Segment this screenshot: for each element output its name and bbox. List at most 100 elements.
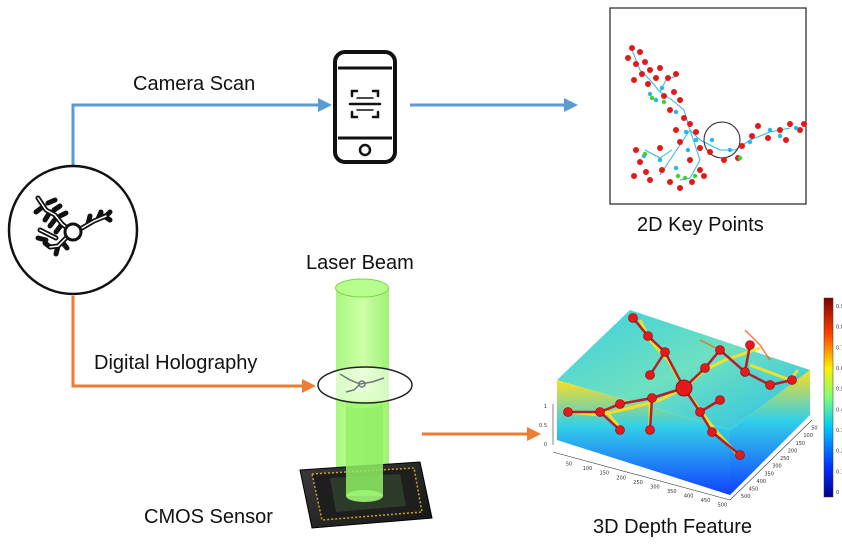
depth-node [700, 363, 710, 373]
keypoint-dot [777, 127, 783, 133]
x-tick-label: 500 [718, 503, 728, 509]
colorbar-tick-label: 0.1 [836, 469, 842, 475]
keypoint-dot [643, 169, 649, 175]
depth-node [745, 340, 755, 350]
x-tick-label: 350 [667, 489, 677, 495]
x-tick-label: 300 [650, 484, 660, 490]
keypoint-dot [661, 99, 667, 105]
depth-node [647, 393, 657, 403]
keypoint-dot [661, 93, 667, 99]
keypoint-dot [707, 149, 713, 155]
keypoint-dot [633, 61, 639, 67]
phone-scan-icon [333, 50, 397, 164]
keypoint-dot [687, 121, 693, 127]
keypoint-dot [633, 147, 639, 153]
keypoint-dot [631, 77, 637, 83]
depth-node [595, 407, 605, 417]
camera-scan-arrow [71, 98, 332, 165]
x-tick-label: 50 [566, 462, 572, 468]
keypoint-dot [693, 137, 699, 143]
keypoint-dot [685, 147, 691, 153]
y-tick-label: 450 [749, 487, 759, 493]
colorbar-tick-label: 0.5 [836, 387, 842, 393]
keypoint-dot [692, 173, 698, 179]
keypoint-dot [739, 143, 745, 149]
digital-holography-label: Digital Holography [94, 352, 258, 374]
keypoint-dot [709, 137, 715, 143]
keypoint-dot [797, 127, 803, 133]
sensor-to-depth-arrow [422, 427, 541, 441]
keypoint-dot [657, 157, 663, 163]
keypoint-dot [657, 145, 663, 151]
keypoint-dot [642, 151, 648, 157]
keypoint-dot [682, 175, 688, 181]
depth-node [615, 399, 625, 409]
keypoint-dot [642, 59, 648, 65]
keypoint-dot [677, 185, 683, 191]
keypoint-dot [721, 157, 727, 163]
keypoint-dot [783, 137, 789, 143]
keypoint-dot [687, 157, 693, 163]
keypoint-dot [737, 155, 743, 161]
depth-center-node [675, 379, 693, 397]
keypoint-dot [793, 125, 799, 131]
fractal-sample-icon [7, 164, 139, 296]
keypoint-dot [673, 165, 679, 171]
depth-node [615, 425, 625, 435]
colorbar-tick-label: 0.8 [836, 325, 842, 331]
keypoint-dot [787, 121, 793, 127]
keypoint-dot [637, 159, 643, 165]
y-tick-label: 200 [788, 448, 798, 454]
colorbar-tick-label: 0 [836, 490, 839, 496]
keypoint-dot [673, 109, 679, 115]
keypoint-dot [675, 173, 681, 179]
holography-arrow [71, 296, 316, 393]
keypoint-dot [625, 55, 631, 61]
keypoint-dot [629, 45, 635, 51]
depth-node [715, 345, 725, 355]
keypoint-dot [649, 95, 655, 101]
keypoint-dot [747, 139, 753, 145]
y-tick-label: 250 [780, 456, 790, 462]
keypoint-dot [697, 145, 703, 151]
depth-node [645, 425, 655, 435]
y-tick-label: 500 [741, 494, 751, 500]
keypoint-dot [653, 75, 659, 81]
colorbar-tick-label: 0.6 [836, 366, 842, 372]
y-tick-label: 50 [811, 426, 817, 432]
colorbar-tick-label: 0.2 [836, 449, 842, 455]
x-tick-label: 250 [633, 480, 643, 486]
y-tick-label: 350 [764, 471, 774, 477]
hologram-plate [317, 366, 413, 404]
colorbar-tick-label: 0.7 [836, 345, 842, 351]
depth-node [765, 380, 775, 390]
keypoint-dot [631, 173, 637, 179]
keypoint-dot [765, 135, 771, 141]
z-tick-label: 1 [544, 404, 547, 410]
depth-node [660, 347, 670, 357]
keypoint-dot [667, 107, 673, 113]
keypoint-dot [657, 65, 663, 71]
depth-feature-3d-label: 3D Depth Feature [593, 516, 752, 538]
depth-node [645, 370, 655, 380]
colorbar-tick-label: 0.9 [836, 304, 842, 310]
keypoints-panel [609, 7, 807, 205]
keypoint-dot [671, 89, 677, 95]
depth-plot: 10.5050100150200250300350400450500501001… [539, 297, 842, 509]
keypoint-dot [693, 129, 699, 135]
keypoint-dot [639, 71, 645, 77]
keypoint-dot [701, 173, 707, 179]
z-tick-label: 0 [544, 442, 547, 448]
keypoint-dot [749, 133, 755, 139]
camera-scan-label: Camera Scan [133, 73, 256, 95]
y-tick-label: 100 [803, 433, 813, 439]
keypoint-dot [673, 127, 679, 133]
keypoint-dot [689, 179, 695, 185]
keypoint-dot [801, 121, 807, 127]
x-tick-label: 200 [616, 475, 626, 481]
y-tick-label: 150 [796, 441, 806, 447]
keypoint-dot [727, 147, 733, 153]
x-tick-label: 400 [684, 494, 694, 500]
x-tick-label: 100 [583, 466, 593, 472]
